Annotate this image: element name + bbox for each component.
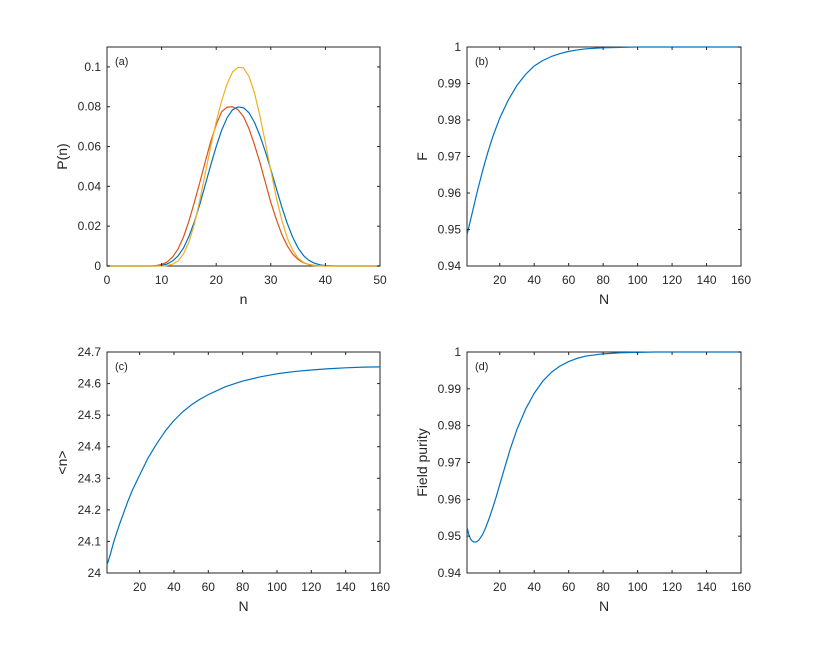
series-line-1 [466,46,741,236]
y-axis-label: P(n) [54,143,70,169]
y-axis-label: F [414,152,430,161]
x-tick-label: 20 [493,580,507,594]
x-tick-label: 80 [236,580,250,594]
x-tick-label: 160 [731,273,751,287]
y-tick-label: 0.96 [438,492,462,506]
x-tick-label: 140 [336,580,356,594]
x-tick-label: 100 [267,580,287,594]
x-axis-label: N [238,598,248,614]
x-axis-label: N [599,598,609,614]
plot-lines [107,66,380,267]
y-tick-label: 0.97 [438,150,462,164]
y-tick-label: 24.7 [78,345,102,359]
x-tick-label: 60 [562,273,576,287]
plot-lines [466,46,741,236]
x-tick-label: 40 [167,580,181,594]
y-tick-label: 0.95 [438,529,462,543]
y-tick-label: 0.02 [78,219,102,233]
panel-c: 20 40 60 80 100 120 140 160 24 24.1 24.2 24.3 24.4 24… [54,345,390,614]
x-tick-label: 40 [528,580,542,594]
plot-lines [106,366,381,566]
x-tick-label: 120 [662,580,682,594]
y-tick-label: 0.1 [84,60,101,74]
y-tick-label: 24.1 [78,534,102,548]
axes-frame [466,46,742,267]
y-axis-label: <n> [54,450,70,474]
x-tick-label: 40 [319,273,333,287]
x-tick-label: 160 [370,580,390,594]
y-tick-label: 1 [454,345,461,359]
x-tick-label: 60 [562,580,576,594]
y-tick-label: 0.96 [438,186,462,200]
x-tick-label: 80 [596,580,610,594]
y-tick-label: 24.3 [78,471,102,485]
x-axis-label: N [599,291,609,307]
panel-label: (c) [115,361,128,373]
x-tick-label: 140 [697,273,717,287]
axes-frame [106,351,381,574]
axes-frame [466,351,742,574]
y-tick-label: 1 [454,40,461,54]
x-tick-label: 100 [628,273,648,287]
y-tick-label: 24.6 [78,377,102,391]
x-tick-label: 30 [264,273,278,287]
series-line-3 [107,66,380,267]
y-tick-label: 0.99 [438,77,462,91]
series-line-1 [106,366,381,566]
y-tick-label: 0.06 [78,140,102,154]
y-axis-label: Field purity [414,428,430,496]
x-tick-label: 20 [210,273,224,287]
y-tick-label: 0.97 [438,456,462,470]
series-line-1 [466,351,741,543]
ticks: 20 40 60 80 100 120 140 160 24 24.1 24.2 24.3 24.4 24… [78,345,391,594]
x-tick-label: 120 [301,580,321,594]
ticks: 20 40 60 80 100 120 140 160 0.94 0.95 0.96 0.97 0.98… [438,40,752,287]
x-tick-label: 160 [731,580,751,594]
ticks: 0 10 20 30 40 50 0 0.02 0.04 0.06 0.08 0.1 [78,47,387,287]
x-tick-label: 100 [628,580,648,594]
x-tick-label: 80 [596,273,610,287]
x-tick-label: 40 [528,273,542,287]
series-line-2 [107,106,380,267]
y-tick-label: 0.94 [438,259,462,273]
x-tick-label: 10 [155,273,169,287]
y-tick-label: 24.2 [78,503,102,517]
y-tick-label: 0.08 [78,100,102,114]
x-tick-label: 60 [202,580,216,594]
axes-frame [106,46,381,267]
y-tick-label: 24.4 [78,440,102,454]
panel-label: (d) [475,361,488,373]
panel-label: (a) [115,56,128,68]
y-tick-label: 24.5 [78,408,102,422]
x-tick-label: 140 [697,580,717,594]
panel-a: 0 10 20 30 40 50 0 0.02 0.04 0.06 0.08 0.1 (a) n P(… [54,46,387,307]
y-tick-label: 0.98 [438,113,462,127]
panel-b: 20 40 60 80 100 120 140 160 0.94 0.95 0.96 0.97 0.98… [414,40,751,307]
y-tick-label: 0 [94,259,101,273]
x-tick-label: 20 [133,580,147,594]
y-tick-label: 0.99 [438,382,462,396]
y-tick-label: 0.94 [438,566,462,580]
panel-label: (b) [475,56,488,68]
y-tick-label: 0.98 [438,419,462,433]
panel-d: 20 40 60 80 100 120 140 160 0.94 0.95 0.96 0.97 0.98… [414,345,751,614]
x-tick-label: 20 [493,273,507,287]
x-tick-label: 0 [104,273,111,287]
y-tick-label: 0.04 [78,179,102,193]
ticks: 20 40 60 80 100 120 140 160 0.94 0.95 0.96 0.97 0.98… [438,345,752,594]
y-tick-label: 0.95 [438,223,462,237]
x-tick-label: 120 [662,273,682,287]
x-tick-label: 50 [373,273,387,287]
plot-lines [466,351,741,543]
y-tick-label: 24 [88,566,102,580]
x-axis-label: n [240,291,248,307]
